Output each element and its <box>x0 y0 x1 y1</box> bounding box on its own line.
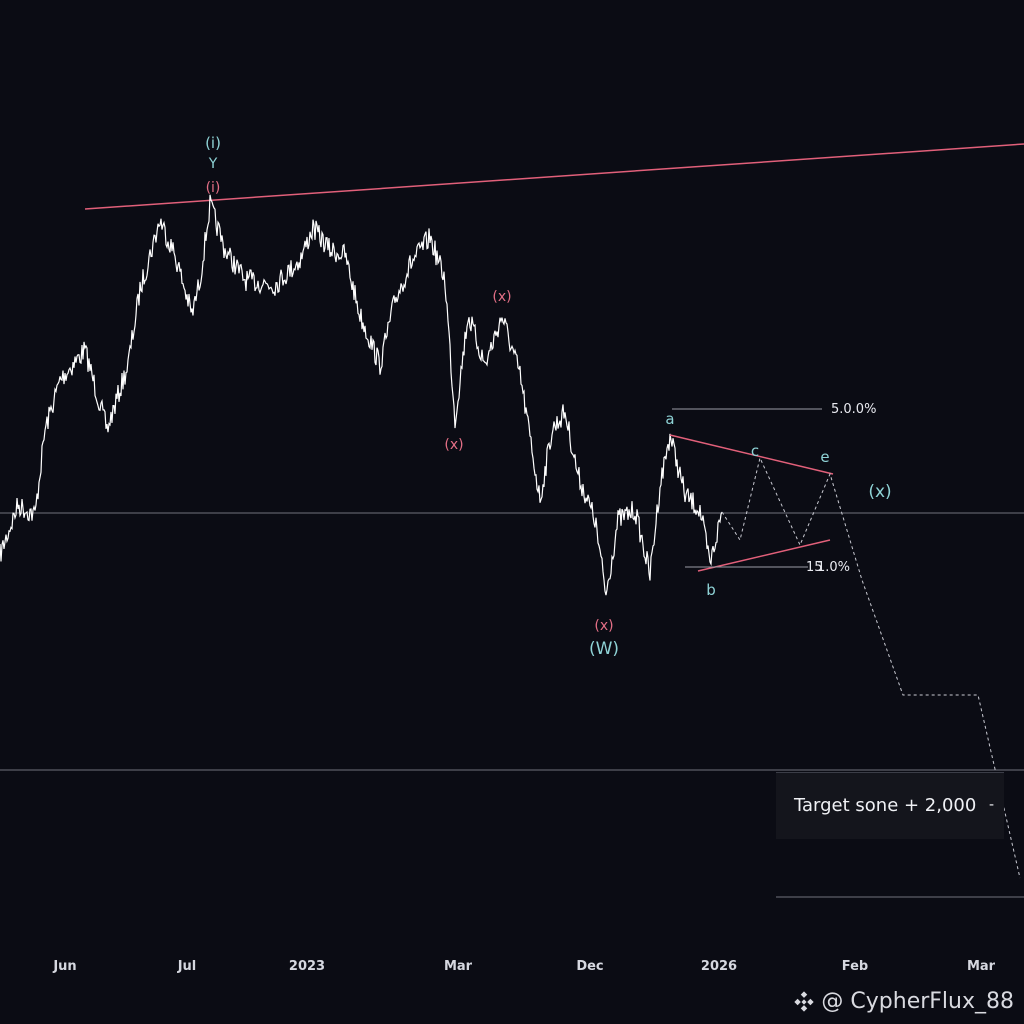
x-axis: Jun Jul 2023 Mar Dec 2026 Feb Mar <box>52 959 995 974</box>
wave-label-e: e <box>820 448 829 466</box>
wave-label-a: a <box>665 410 674 428</box>
pct-label-lower: 1.0% <box>817 560 850 575</box>
wave-label-w: (W) <box>589 639 619 659</box>
price-line <box>0 194 723 596</box>
wave-label-b: b <box>706 581 716 599</box>
triangle-lower-line <box>697 539 831 572</box>
wave-label-x2: (x) <box>444 437 463 453</box>
wave-label-x1: (x) <box>492 289 511 305</box>
wave-label-y: Y <box>208 156 218 172</box>
x-tick-label: Jun <box>52 959 76 974</box>
x-tick-label: Feb <box>842 959 868 974</box>
wave-label-x-right: (x) <box>868 482 891 502</box>
x-tick-label: Mar <box>967 959 996 974</box>
x-tick-label: Dec <box>576 959 603 974</box>
x-tick-label: Jul <box>177 959 197 974</box>
projection-path <box>721 456 1021 879</box>
price-series <box>0 194 723 596</box>
target-zone-dash: - <box>988 797 994 813</box>
x-tick-label: 2023 <box>289 959 325 974</box>
target-zone-box: Target sone + 2,000 - <box>776 772 1004 839</box>
x-tick-label: 2026 <box>701 959 737 974</box>
target-zone-label: Target sone + 2,000 <box>794 795 977 816</box>
watermark-text: @ CypherFlux_88 <box>821 989 1014 1014</box>
wave-label-i-pink: (i) <box>206 180 221 196</box>
binance-icon <box>794 990 815 1012</box>
x-tick-label: Mar <box>444 959 473 974</box>
pct-label-lower-prefix: 15 <box>806 560 823 575</box>
pct-label-upper: 5.0.0% <box>831 402 876 417</box>
wave-label-i-top: (i) <box>205 134 221 152</box>
upper-trendline <box>84 143 1024 210</box>
triangle-upper-line <box>669 434 834 475</box>
watermark: @ CypherFlux_88 <box>793 989 1014 1014</box>
wave-label-c: c <box>751 442 759 460</box>
wave-label-x3: (x) <box>594 618 613 634</box>
